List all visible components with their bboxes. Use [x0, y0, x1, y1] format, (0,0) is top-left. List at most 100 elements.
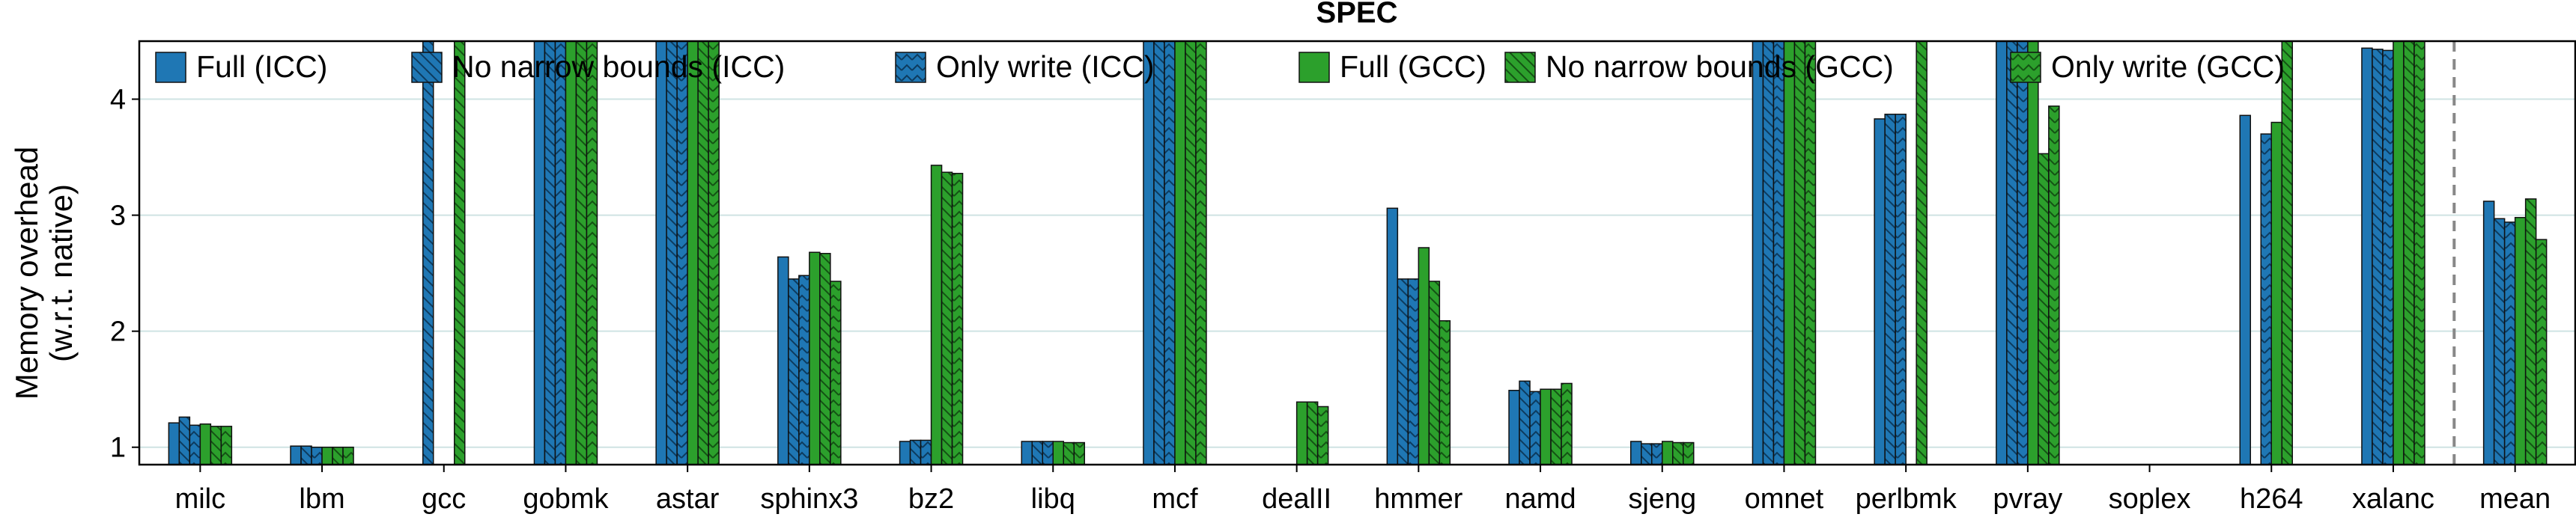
bar-pvray-s0 [1996, 41, 2008, 465]
axes [138, 40, 2576, 466]
bar-sphinx3-s0 [777, 256, 789, 465]
bar-pvray-s2 [2017, 41, 2029, 465]
bar-gobmk-s3 [565, 41, 577, 465]
x-tick-label-bz2: bz2 [908, 483, 954, 515]
x-tick-label-mean: mean [2479, 483, 2551, 515]
y-tick-label-2: 2 [110, 316, 126, 348]
legend-swatch-3 [1298, 52, 1330, 83]
bar-dealII-s5 [1316, 406, 1329, 465]
bar-lbm-s2 [311, 446, 323, 465]
bar-gobmk-s2 [554, 41, 567, 465]
bar-sphinx3-s1 [788, 278, 800, 465]
x-tick-label-milc: milc [175, 483, 226, 515]
bar-sjeng-s4 [1672, 441, 1684, 465]
bar-libq-s1 [1031, 441, 1043, 465]
bar-omnet-s0 [1752, 41, 1764, 465]
bar-lbm-s3 [321, 446, 333, 465]
legend-swatch-5 [2010, 52, 2041, 83]
bar-hmmer-s1 [1397, 278, 1409, 465]
bar-h264-s3 [2270, 121, 2282, 465]
bar-bz2-s1 [909, 439, 922, 465]
bar-astar-s0 [655, 41, 667, 465]
bar-bz2-s3 [930, 165, 943, 465]
bar-milc-s2 [189, 424, 201, 465]
bar-lbm-s1 [300, 445, 312, 465]
x-tick-label-omnet: omnet [1745, 483, 1824, 515]
bar-milc-s1 [178, 416, 191, 465]
bar-omnet-s5 [1804, 41, 1817, 465]
bar-mcf-s0 [1143, 41, 1155, 465]
bar-namd-s0 [1508, 390, 1520, 465]
bar-sjeng-s3 [1662, 441, 1674, 465]
bar-namd-s3 [1540, 388, 1552, 465]
bar-xalanc-s5 [2414, 41, 2425, 465]
bar-gobmk-s4 [575, 41, 588, 465]
bar-xalanc-s0 [2361, 47, 2373, 465]
bar-lbm-s4 [332, 446, 344, 465]
x-tick-label-sjeng: sjeng [1628, 483, 1696, 515]
y-tick-label-4: 4 [110, 85, 126, 116]
bar-sphinx3-s3 [809, 251, 821, 465]
bar-bz2-s2 [920, 439, 932, 465]
bar-omnet-s4 [1793, 41, 1806, 465]
y-tick-label-3: 3 [110, 201, 126, 232]
bar-lbm-s0 [290, 445, 302, 465]
bar-mcf-s4 [1185, 41, 1197, 465]
legend: Full (ICC) No narrow bounds (ICC) Only wri… [155, 49, 2285, 84]
x-axis-ticks: milc lbm gcc gobmk astar sphinx3 bz2 libq mcf dea… [175, 465, 2551, 515]
bar-mcf-s1 [1153, 41, 1165, 465]
bar-xalanc-s4 [2403, 41, 2415, 465]
bar-mean-s4 [2524, 198, 2537, 465]
bar-astar-s1 [666, 41, 678, 465]
bar-xalanc-s2 [2382, 49, 2394, 465]
legend-label-1: No narrow bounds (ICC) [452, 49, 785, 84]
bar-gobmk-s5 [586, 41, 598, 465]
bar-astar-s4 [697, 41, 709, 465]
y-axis-ticks: 1 2 3 4 [110, 85, 139, 464]
bar-astar-s3 [687, 41, 699, 465]
bar-pvray-s5 [2048, 105, 2060, 465]
chart-title: SPEC [1316, 0, 1398, 29]
bar-milc-s5 [220, 426, 233, 465]
bar-omnet-s3 [1783, 41, 1796, 465]
bar-h264-s0 [2239, 114, 2251, 465]
legend-swatch-2 [895, 52, 926, 83]
bar-libq-s4 [1063, 441, 1075, 465]
bar-sphinx3-s2 [798, 275, 810, 465]
legend-label-3: Full (GCC) [1340, 49, 1486, 84]
bar-gcc-s4 [454, 41, 466, 465]
x-tick-label-namd: namd [1505, 483, 1576, 515]
bar-perlbmk-s2 [1895, 113, 1907, 465]
bar-namd-s4 [1550, 388, 1562, 465]
bar-omnet-s2 [1772, 41, 1785, 465]
x-tick-label-gobmk: gobmk [523, 483, 609, 515]
bar-omnet-s1 [1762, 41, 1775, 465]
bar-gcc-s1 [422, 41, 434, 465]
bar-pvray-s4 [2038, 153, 2050, 465]
bar-bz2-s0 [899, 441, 911, 465]
bar-astar-s5 [708, 41, 720, 465]
y-axis-label: Memory overhead [9, 147, 44, 400]
bar-perlbmk-s4 [1916, 41, 1928, 465]
bar-milc-s0 [168, 422, 180, 465]
bar-namd-s5 [1561, 382, 1573, 465]
bar-perlbmk-s1 [1884, 113, 1896, 465]
bar-mcf-s2 [1164, 41, 1176, 465]
bar-libq-s2 [1042, 441, 1054, 465]
legend-label-0: Full (ICC) [196, 49, 327, 84]
legend-swatch-4 [1504, 52, 1536, 83]
bar-astar-s2 [676, 41, 688, 465]
legend-label-4: No narrow bounds (GCC) [1546, 49, 1894, 84]
bar-pvray-s1 [2006, 41, 2018, 465]
y-tick-label-1: 1 [110, 432, 126, 464]
x-tick-label-gcc: gcc [422, 483, 466, 515]
x-tick-label-soplex: soplex [2109, 483, 2191, 515]
x-tick-label-sphinx3: sphinx3 [760, 483, 858, 515]
legend-swatch-1 [411, 52, 443, 83]
bar-pvray-s3 [2027, 41, 2039, 465]
legend-swatch-0 [155, 52, 186, 83]
x-tick-label-astar: astar [656, 483, 720, 515]
bar-gobmk-s1 [544, 41, 556, 465]
